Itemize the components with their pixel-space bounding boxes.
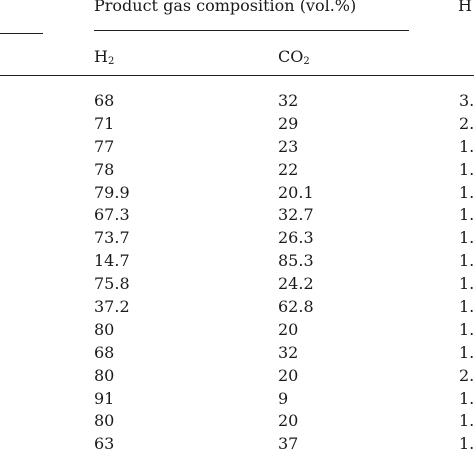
cell-h2: 80	[94, 411, 115, 431]
cell-co2: 85.3	[278, 251, 314, 271]
cell-truncated: 1.	[459, 205, 474, 225]
cell-truncated: 3.	[459, 91, 474, 110]
column-header-h2-sub: 2	[107, 56, 115, 67]
cell-truncated: 1.	[459, 182, 474, 202]
cell-truncated: 1.	[459, 136, 474, 156]
table-row: 77 23 1.	[0, 137, 474, 160]
cell-co2: 9	[278, 388, 289, 408]
header-bottom-rule	[0, 75, 474, 76]
group-header-product-gas: Product gas composition (vol.%)	[94, 0, 357, 15]
cell-truncated: 1.	[459, 228, 474, 248]
cell-h2: 14.7	[94, 251, 130, 271]
cell-co2: 32	[278, 342, 299, 362]
cell-truncated: 1.	[459, 411, 474, 431]
cell-co2: 29	[278, 113, 299, 133]
cell-h2: 68	[94, 91, 115, 110]
cell-h2: 80	[94, 319, 115, 339]
cell-co2: 20.1	[278, 182, 314, 202]
cell-co2: 26.3	[278, 228, 314, 248]
table-row: 79.9 20.1 1.	[0, 183, 474, 206]
cell-co2: 32.7	[278, 205, 314, 225]
table-row: 71 29 2.	[0, 114, 474, 137]
cell-truncated: 2.	[459, 113, 474, 133]
column-header-h2-base: H	[94, 47, 108, 66]
cell-co2: 62.8	[278, 297, 314, 317]
group-header-rule	[94, 30, 409, 31]
cell-h2: 63	[94, 434, 115, 454]
cell-truncated: 1.	[459, 319, 474, 339]
table-row: 73.7 26.3 1.	[0, 228, 474, 251]
truncated-right-header: H	[458, 0, 472, 15]
cell-h2: 68	[94, 342, 115, 362]
cell-truncated: 1.	[459, 388, 474, 408]
cell-truncated: 1.	[459, 434, 474, 454]
cell-h2: 75.8	[94, 274, 130, 294]
cell-truncated: 1.	[459, 342, 474, 362]
cell-h2: 73.7	[94, 228, 130, 248]
cell-h2: 77	[94, 136, 115, 156]
cell-truncated: 2.	[459, 365, 474, 385]
cell-co2: 20	[278, 411, 299, 431]
cell-truncated: 1.	[459, 159, 474, 179]
cell-co2: 22	[278, 159, 299, 179]
column-header-h2: H2	[94, 47, 114, 67]
table-row: 68 32 1.	[0, 343, 474, 366]
cell-h2: 71	[94, 113, 115, 133]
column-header-co2-base: CO	[278, 47, 304, 66]
table-row: 78 22 1.	[0, 160, 474, 183]
cell-truncated: 1.	[459, 274, 474, 294]
cell-co2: 20	[278, 319, 299, 339]
cell-truncated: 1.	[459, 251, 474, 271]
table-row: 37.2 62.8 1.	[0, 297, 474, 320]
table-row: 14.7 85.3 1.	[0, 251, 474, 274]
cell-co2: 24.2	[278, 274, 314, 294]
table-row: 67.3 32.7 1.	[0, 205, 474, 228]
column-header-co2: CO2	[278, 47, 310, 67]
table-row: 75.8 24.2 1.	[0, 274, 474, 297]
cell-h2: 91	[94, 388, 115, 408]
cell-h2: 37.2	[94, 297, 130, 317]
cell-co2: 23	[278, 136, 299, 156]
table-row: 80 20 2.	[0, 366, 474, 389]
cell-truncated: 1.	[459, 297, 474, 317]
cell-h2: 79.9	[94, 182, 130, 202]
cell-h2: 78	[94, 159, 115, 179]
cell-co2: 37	[278, 434, 299, 454]
cell-h2: 67.3	[94, 205, 130, 225]
table-row: 68 32 3.	[0, 91, 474, 114]
cell-h2: 80	[94, 365, 115, 385]
table-row: 80 20 1.	[0, 320, 474, 343]
cell-co2: 32	[278, 91, 299, 110]
table-row: 63 37 1.	[0, 434, 474, 457]
cell-co2: 20	[278, 365, 299, 385]
table-row: 80 20 1.	[0, 411, 474, 434]
table-row: 91 9 1.	[0, 389, 474, 412]
left-top-rule	[0, 33, 43, 34]
table-body: 68 32 3. 71 29 2. 77 23 1. 78 22 1. 79.9 20.1 1. 6…	[0, 91, 474, 457]
column-header-co2-sub: 2	[303, 56, 310, 67]
